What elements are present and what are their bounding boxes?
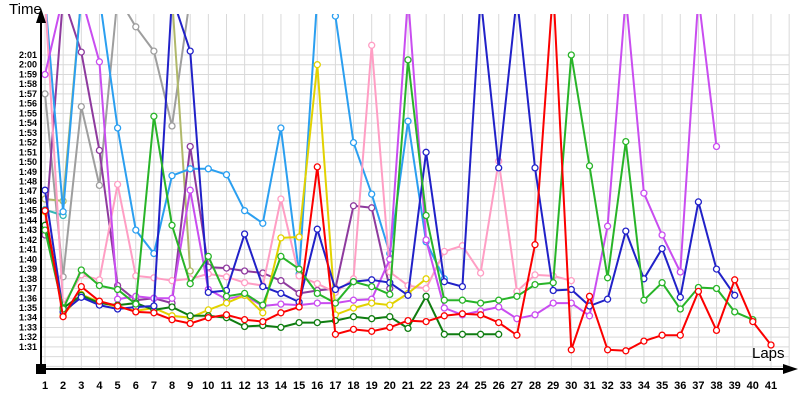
- svg-text:1:43: 1:43: [19, 225, 37, 235]
- svg-text:39: 39: [729, 380, 741, 392]
- svg-text:1:37: 1:37: [19, 284, 37, 294]
- svg-text:1:46: 1:46: [19, 196, 37, 206]
- svg-text:1:58: 1:58: [19, 79, 37, 89]
- svg-text:1:45: 1:45: [19, 206, 37, 216]
- y-tick-labels: 2:012:001:591:581:571:561:551:541:531:52…: [19, 50, 37, 352]
- svg-text:28: 28: [529, 380, 541, 392]
- svg-text:1:39: 1:39: [19, 264, 37, 274]
- svg-text:27: 27: [511, 380, 523, 392]
- svg-text:1:56: 1:56: [19, 99, 37, 109]
- svg-text:4: 4: [96, 380, 103, 392]
- svg-text:22: 22: [420, 380, 432, 392]
- axes: [36, 8, 798, 374]
- svg-text:1:53: 1:53: [19, 128, 37, 138]
- svg-text:36: 36: [674, 380, 686, 392]
- svg-text:31: 31: [583, 380, 595, 392]
- svg-text:1:31: 1:31: [19, 342, 37, 352]
- svg-text:29: 29: [547, 380, 559, 392]
- svg-text:40: 40: [747, 380, 759, 392]
- svg-text:2:01: 2:01: [19, 50, 37, 60]
- svg-text:23: 23: [438, 380, 450, 392]
- svg-text:1:47: 1:47: [19, 186, 37, 196]
- svg-text:6: 6: [133, 380, 139, 392]
- svg-text:13: 13: [257, 380, 269, 392]
- svg-text:1:34: 1:34: [19, 313, 37, 323]
- svg-text:26: 26: [493, 380, 505, 392]
- svg-text:1:48: 1:48: [19, 177, 37, 187]
- svg-text:1:41: 1:41: [19, 245, 37, 255]
- series-red: [42, 14, 775, 355]
- svg-text:1: 1: [42, 380, 48, 392]
- svg-text:11: 11: [221, 380, 233, 392]
- x-tick-labels: 1 2 3 4 5 6 7 8 9 10 11 12 13 14 15 16 17 18 19 20 21 22 23 24 2…: [42, 380, 777, 392]
- svg-text:18: 18: [347, 380, 359, 392]
- svg-text:1:40: 1:40: [19, 254, 37, 264]
- svg-text:15: 15: [293, 380, 305, 392]
- axis-origin-square: [36, 364, 46, 374]
- x-axis-arrow-icon: [783, 364, 798, 374]
- svg-text:20: 20: [384, 380, 396, 392]
- y-axis-title: Time: [9, 1, 42, 18]
- svg-text:25: 25: [474, 380, 486, 392]
- series-green: [42, 51, 757, 324]
- svg-text:1:50: 1:50: [19, 157, 37, 167]
- series-gray: [42, 14, 189, 281]
- svg-text:32: 32: [601, 380, 613, 392]
- svg-text:21: 21: [402, 380, 414, 392]
- svg-text:1:44: 1:44: [19, 215, 37, 225]
- svg-text:5: 5: [115, 380, 121, 392]
- svg-text:1:38: 1:38: [19, 274, 37, 284]
- svg-text:1:49: 1:49: [19, 167, 37, 177]
- svg-text:7: 7: [151, 380, 157, 392]
- svg-text:30: 30: [565, 380, 577, 392]
- svg-text:3: 3: [78, 380, 84, 392]
- svg-text:41: 41: [765, 380, 777, 392]
- svg-text:37: 37: [692, 380, 704, 392]
- svg-text:34: 34: [638, 380, 651, 392]
- svg-text:1:36: 1:36: [19, 293, 37, 303]
- svg-text:1:33: 1:33: [19, 322, 37, 332]
- svg-text:1:51: 1:51: [19, 147, 37, 157]
- svg-text:1:57: 1:57: [19, 89, 37, 99]
- svg-text:10: 10: [202, 380, 214, 392]
- svg-text:24: 24: [456, 380, 469, 392]
- svg-text:16: 16: [311, 380, 323, 392]
- svg-text:12: 12: [238, 380, 250, 392]
- svg-text:1:59: 1:59: [19, 70, 37, 80]
- svg-text:1:52: 1:52: [19, 138, 37, 148]
- svg-text:1:54: 1:54: [19, 118, 37, 128]
- svg-text:8: 8: [169, 380, 175, 392]
- x-axis-title: Laps: [752, 345, 785, 362]
- svg-text:35: 35: [656, 380, 668, 392]
- svg-text:17: 17: [329, 380, 341, 392]
- svg-text:33: 33: [620, 380, 632, 392]
- svg-text:1:35: 1:35: [19, 303, 37, 313]
- svg-text:1:32: 1:32: [19, 332, 37, 342]
- svg-text:2: 2: [60, 380, 66, 392]
- svg-text:14: 14: [275, 380, 288, 392]
- svg-text:1:42: 1:42: [19, 235, 37, 245]
- svg-text:38: 38: [710, 380, 722, 392]
- svg-text:1:55: 1:55: [19, 108, 37, 118]
- y-axis-arrow-icon: [36, 8, 46, 23]
- svg-text:9: 9: [187, 380, 193, 392]
- svg-text:2:00: 2:00: [19, 60, 37, 70]
- svg-text:19: 19: [366, 380, 378, 392]
- series-layer: [42, 14, 775, 355]
